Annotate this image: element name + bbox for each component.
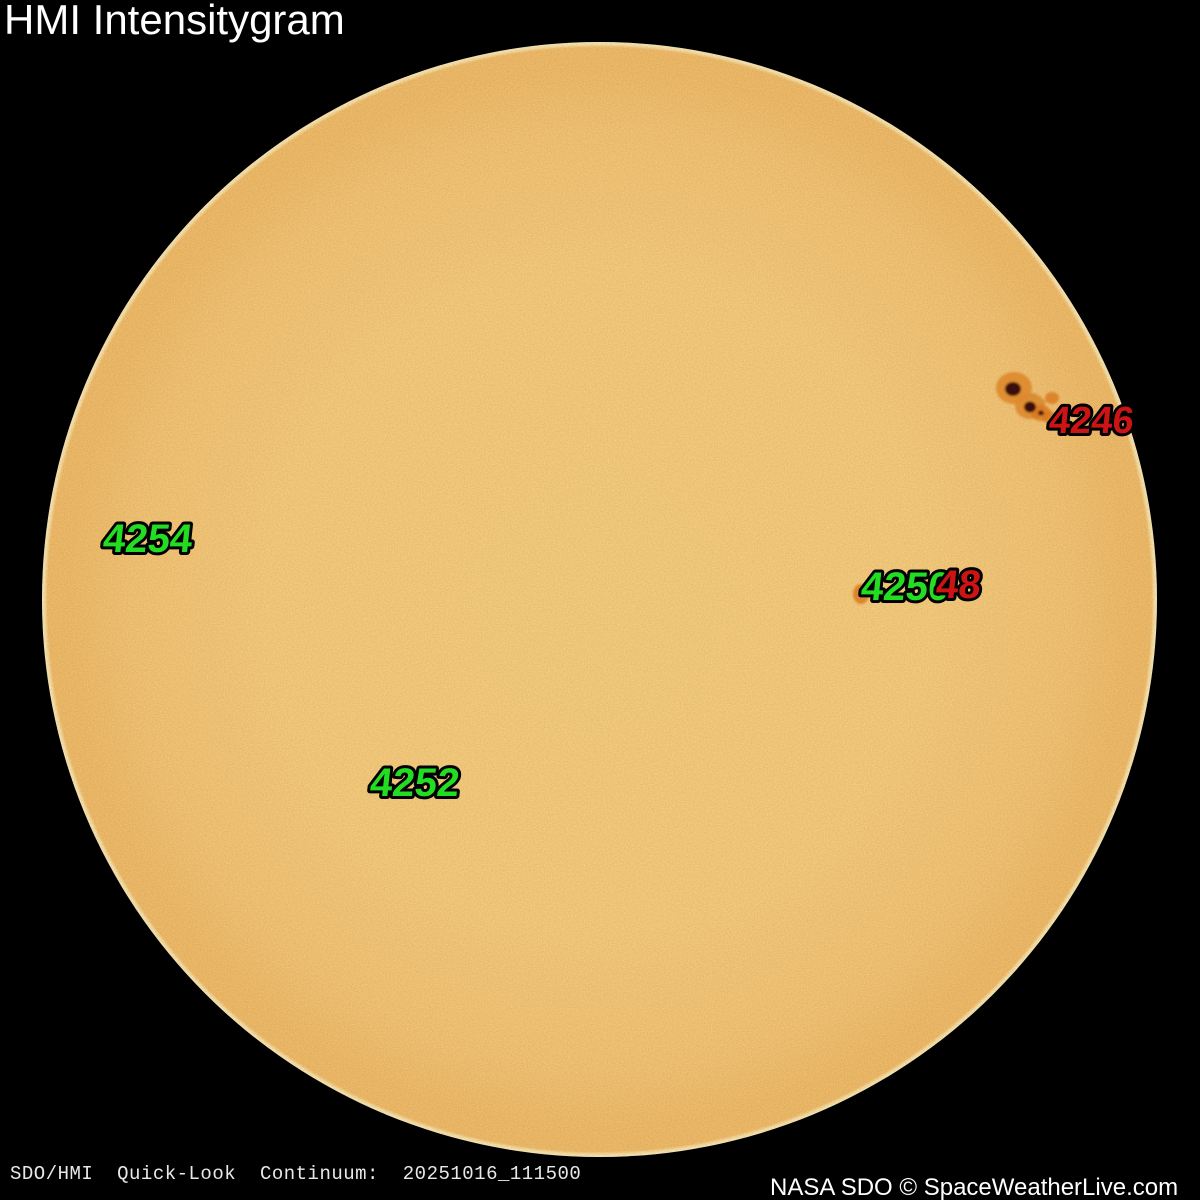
svg-text:4254: 4254 [101, 517, 195, 561]
svg-text:4252: 4252 [368, 761, 462, 805]
svg-text:4246: 4246 [1047, 400, 1136, 442]
svg-text:48: 48 [934, 563, 983, 607]
